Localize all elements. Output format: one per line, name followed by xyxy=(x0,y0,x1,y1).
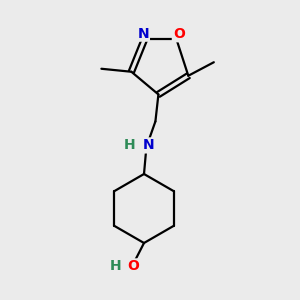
Text: O: O xyxy=(173,27,185,41)
Text: H: H xyxy=(110,260,121,273)
Text: H: H xyxy=(124,138,136,152)
Text: N: N xyxy=(137,27,149,41)
Text: O: O xyxy=(128,260,140,273)
Text: N: N xyxy=(143,138,154,152)
